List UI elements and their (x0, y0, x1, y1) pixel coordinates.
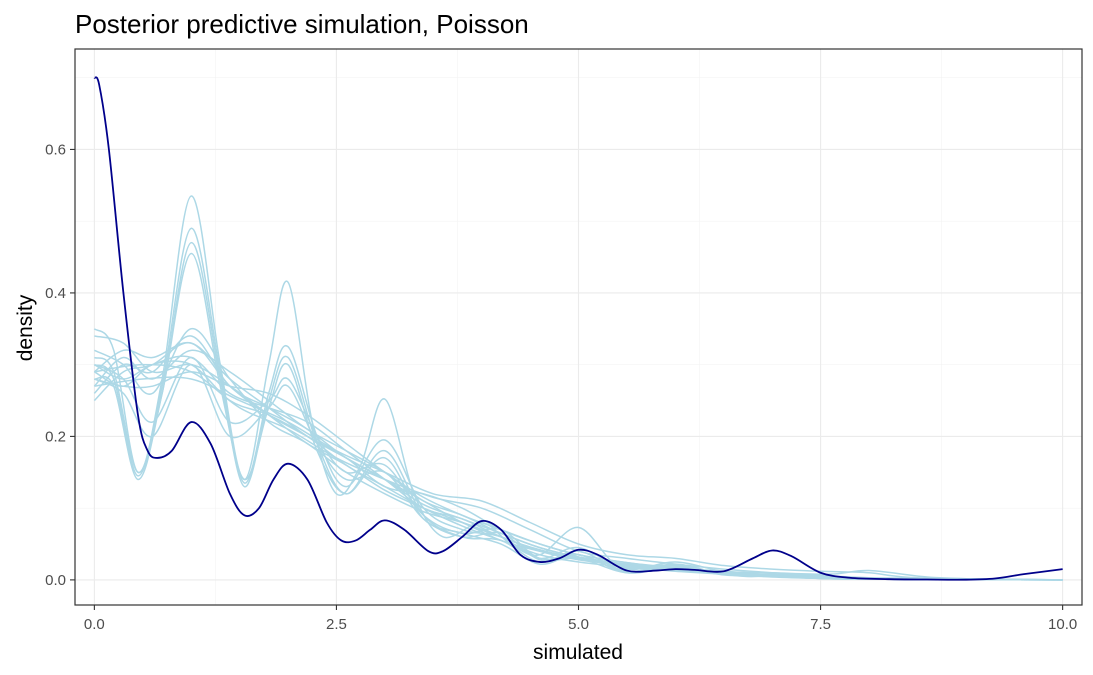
observed-series (93, 76, 1063, 581)
observed-series-group (93, 76, 1063, 581)
y-axis-title: density (14, 294, 37, 361)
chart-title: Posterior predictive simulation, Poisson (75, 9, 529, 39)
y-tick-label: 0.6 (45, 141, 66, 158)
grid (75, 49, 1082, 605)
x-tick-label: 7.5 (810, 616, 831, 633)
simulated-series-14 (94, 376, 1063, 581)
x-tick-label: 0.0 (84, 616, 105, 633)
y-tick-label: 0.0 (45, 572, 66, 589)
simulated-series-group (93, 195, 1063, 581)
y-axis: 0.0 0.2 0.4 0.6 (45, 141, 75, 589)
x-tick-label: 10.0 (1048, 616, 1077, 633)
x-axis: 0.0 2.5 5.0 7.5 10.0 (84, 605, 1077, 633)
x-tick-label: 2.5 (326, 616, 347, 633)
y-tick-label: 0.4 (45, 285, 66, 302)
x-tick-label: 5.0 (568, 616, 589, 633)
simulated-series-17 (94, 363, 1063, 581)
x-axis-title: simulated (533, 641, 623, 664)
y-tick-label: 0.2 (45, 428, 66, 445)
